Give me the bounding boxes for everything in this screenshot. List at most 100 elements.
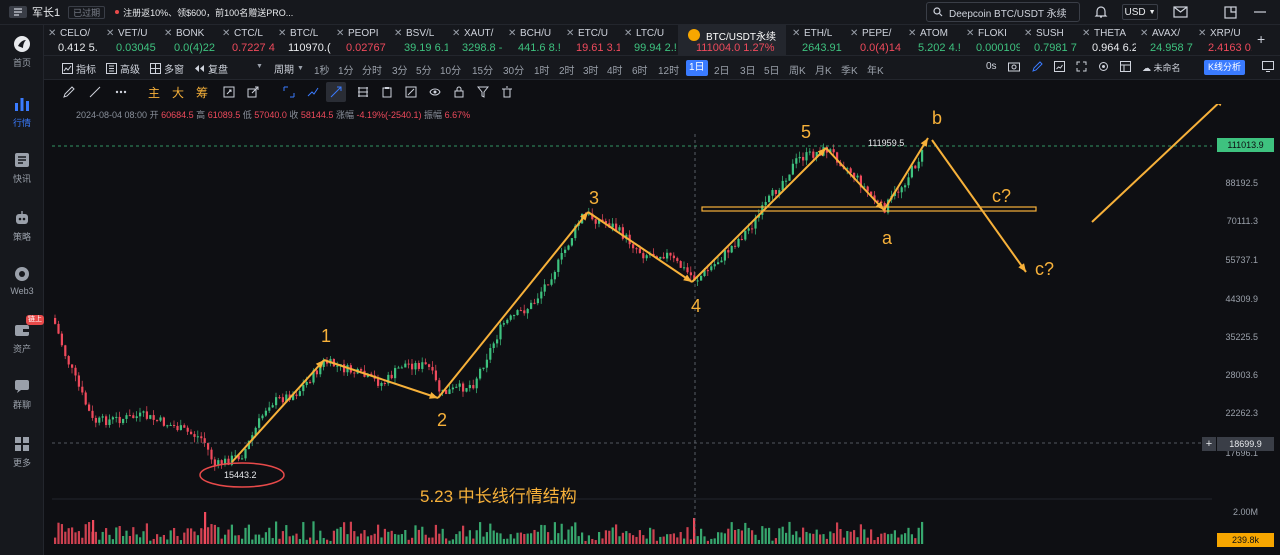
close-icon[interactable]: ✕ bbox=[966, 28, 975, 39]
line-tool-icon[interactable] bbox=[88, 85, 102, 99]
interval-option[interactable]: 3日 bbox=[740, 66, 756, 77]
camera-icon[interactable] bbox=[1008, 61, 1020, 75]
close-icon[interactable]: ✕ bbox=[278, 28, 287, 39]
interval-option[interactable]: 2日 bbox=[714, 66, 730, 77]
ticker-item[interactable]: ✕ XAUT/3298.8 - bbox=[452, 28, 503, 54]
interval-option[interactable]: 季K bbox=[841, 66, 858, 77]
kline-analysis-button[interactable]: K线分析 bbox=[1204, 60, 1246, 75]
large-order-toggle[interactable]: 大 bbox=[172, 86, 185, 100]
mail-icon[interactable] bbox=[1172, 4, 1188, 20]
interval-option[interactable]: 月K bbox=[815, 66, 832, 77]
ticker-item[interactable]: ✕ ATOM 5.202 4.! bbox=[908, 28, 961, 54]
close-icon[interactable]: ✕ bbox=[1198, 28, 1207, 39]
fib-icon[interactable] bbox=[356, 85, 370, 99]
crosshair-icon[interactable] bbox=[282, 85, 296, 99]
add-ticker-button[interactable]: + bbox=[1257, 31, 1266, 47]
ticker-item[interactable]: ✕ VET/U 0.03045 bbox=[106, 28, 156, 54]
close-icon[interactable]: ✕ bbox=[508, 28, 517, 39]
currency-select[interactable]: USD ▼ bbox=[1122, 4, 1158, 20]
layout-name[interactable]: ☁ 未命名 bbox=[1142, 63, 1181, 73]
close-icon[interactable]: ✕ bbox=[394, 28, 403, 39]
period-button[interactable]: 周期 ▼ bbox=[274, 65, 304, 76]
close-icon[interactable]: ✕ bbox=[164, 28, 173, 39]
interval-option[interactable]: 6时 bbox=[632, 66, 648, 77]
compare-icon[interactable] bbox=[222, 85, 236, 99]
sidebar-item-assets[interactable]: 链上 资产 bbox=[0, 315, 44, 361]
ticker-item[interactable]: ✕ BSV/L 39.19 6.1 bbox=[394, 28, 448, 54]
ticker-item[interactable]: ✕ PEOPI 0.02767 bbox=[336, 28, 386, 54]
sidebar-item-home[interactable]: 首页 bbox=[0, 35, 44, 75]
close-icon[interactable]: ✕ bbox=[336, 28, 345, 39]
minimize-icon[interactable] bbox=[1252, 4, 1268, 20]
interval-option[interactable]: 3分 bbox=[392, 66, 408, 77]
multi-window-button[interactable]: 多窗 bbox=[150, 61, 184, 76]
ticker-item[interactable]: ✕ PEPE/0.0(4)14 bbox=[850, 28, 901, 54]
close-icon[interactable]: ✕ bbox=[48, 28, 57, 39]
gear-icon[interactable] bbox=[1098, 61, 1109, 75]
ticker-item[interactable]: ✕ XRP/U 2.4163 0. bbox=[1198, 28, 1252, 54]
lock-icon[interactable] bbox=[452, 85, 466, 99]
interval-option[interactable]: 1分 bbox=[338, 66, 354, 77]
add-alert-button[interactable]: + bbox=[1202, 437, 1216, 451]
close-icon[interactable]: ✕ bbox=[1140, 28, 1149, 39]
close-icon[interactable]: ✕ bbox=[106, 28, 115, 39]
interval-option[interactable]: 5分 bbox=[416, 66, 432, 77]
close-icon[interactable]: ✕ bbox=[566, 28, 575, 39]
interval-option[interactable]: 5日 bbox=[764, 66, 780, 77]
close-icon[interactable]: ✕ bbox=[1024, 28, 1033, 39]
ticker-item[interactable]: ✕ SUSH 0.7981 7 bbox=[1024, 28, 1077, 54]
user-name[interactable]: 军长1 bbox=[32, 7, 61, 19]
trash-icon[interactable] bbox=[500, 85, 514, 99]
interval-option-selected[interactable]: 1日 bbox=[686, 60, 708, 76]
clipboard-icon[interactable] bbox=[380, 85, 394, 99]
edit-icon[interactable] bbox=[1032, 61, 1043, 75]
candlestick-chart[interactable]: 2024-08-04 08:00 开 60684.5 高 61089.5 低 5… bbox=[52, 104, 1280, 555]
sidebar-item-more[interactable]: 更多 bbox=[0, 435, 44, 475]
interval-option[interactable]: 30分 bbox=[503, 66, 525, 77]
interval-option[interactable]: 年K bbox=[867, 66, 884, 77]
interval-option[interactable]: 15分 bbox=[472, 66, 494, 77]
promo-link[interactable]: 注册返10%、领$600，前100名赠送PRO... bbox=[123, 7, 294, 18]
interval-option[interactable]: 2时 bbox=[559, 66, 575, 77]
close-icon[interactable]: ✕ bbox=[908, 28, 917, 39]
window-icon[interactable] bbox=[1222, 4, 1238, 20]
ticker-item[interactable]: ✕ BONK 0.0(4)22 bbox=[164, 28, 215, 54]
sidebar-item-news[interactable]: 快讯 bbox=[0, 151, 44, 191]
fullscreen-icon[interactable] bbox=[1076, 61, 1087, 75]
close-icon[interactable]: ✕ bbox=[1082, 28, 1091, 39]
interval-option[interactable]: 分时 bbox=[362, 66, 382, 77]
ticker-item[interactable]: ✕ ETH/L 2643.91 bbox=[792, 28, 842, 54]
ticker-item-active[interactable]: BTC/USDT永续 111004.0 1.27% bbox=[678, 25, 786, 56]
close-icon[interactable]: ✕ bbox=[624, 28, 633, 39]
screen-icon[interactable] bbox=[1262, 61, 1274, 75]
sidebar-item-strategy[interactable]: 策略 bbox=[0, 209, 44, 249]
ticker-item[interactable]: ✕ BCH/U 441.6 8.! bbox=[508, 28, 561, 54]
ticker-item[interactable]: ✕ BTC/L 110970.( bbox=[278, 28, 331, 54]
ticker-item[interactable]: ✕ ETC/U 19.61 3.1 bbox=[566, 28, 620, 54]
interval-option[interactable]: 1时 bbox=[534, 66, 550, 77]
close-icon[interactable]: ✕ bbox=[222, 28, 231, 39]
interval-option[interactable]: 3时 bbox=[583, 66, 599, 77]
eye-icon[interactable] bbox=[428, 85, 442, 99]
search-input[interactable]: Deepcoin BTC/USDT 永续 bbox=[926, 2, 1080, 22]
sidebar-item-chat[interactable]: 群聊 bbox=[0, 377, 44, 417]
wave-tool-icon[interactable] bbox=[326, 82, 346, 102]
bell-icon[interactable] bbox=[1093, 4, 1109, 20]
chevron-down-icon[interactable]: ▼ bbox=[256, 63, 263, 70]
chart-canvas[interactable] bbox=[52, 104, 1280, 555]
layers-icon[interactable] bbox=[1054, 61, 1065, 75]
export-icon[interactable] bbox=[246, 85, 260, 99]
interval-option[interactable]: 1秒 bbox=[314, 66, 330, 77]
ticker-item[interactable]: ✕ CELO/0.412 5. bbox=[48, 28, 98, 54]
replay-button[interactable]: 复盘 bbox=[194, 61, 228, 76]
measure-icon[interactable] bbox=[404, 85, 418, 99]
trend-line-icon[interactable] bbox=[306, 85, 320, 99]
main-indicator-toggle[interactable]: 主 bbox=[148, 86, 161, 100]
filter-icon[interactable] bbox=[476, 85, 490, 99]
interval-option[interactable]: 10分 bbox=[440, 66, 462, 77]
ticker-item[interactable]: ✕ FLOKI 0.000109 bbox=[966, 28, 1020, 54]
ticker-item[interactable]: ✕ THETA 0.964 6.2 bbox=[1082, 28, 1136, 54]
close-icon[interactable]: ✕ bbox=[452, 28, 461, 39]
ticker-item[interactable]: ✕ LTC/U 99.94 2.! bbox=[624, 28, 677, 54]
pencil-icon[interactable] bbox=[62, 85, 76, 99]
